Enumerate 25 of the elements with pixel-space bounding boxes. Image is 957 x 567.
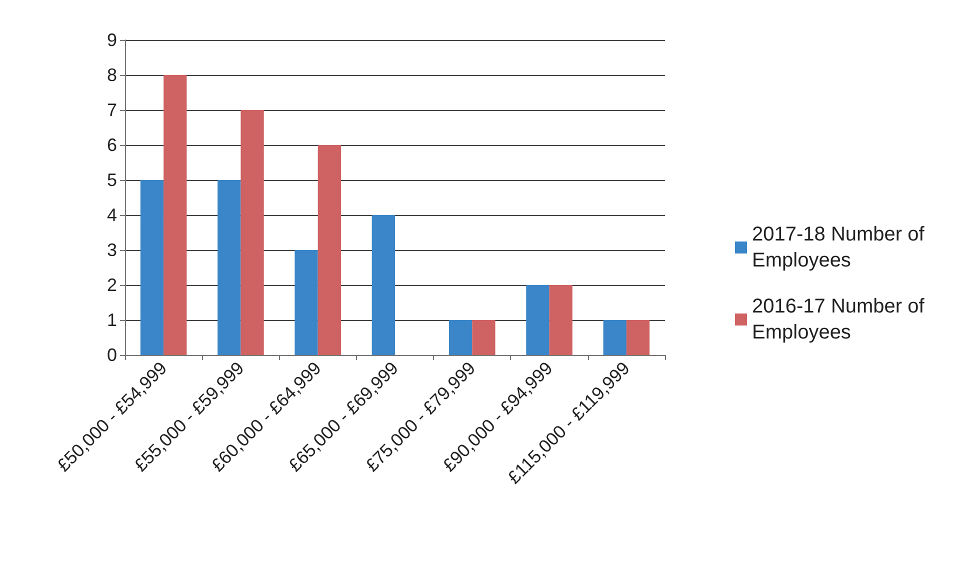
y-tick-label: 7 — [106, 100, 117, 120]
bar — [549, 285, 572, 355]
y-tick-label: 4 — [106, 205, 117, 225]
y-tick-label: 1 — [106, 310, 117, 330]
bar — [626, 320, 650, 355]
bar — [164, 75, 187, 355]
bar — [218, 180, 241, 355]
bar — [472, 320, 496, 355]
y-tick-label: 0 — [106, 345, 117, 365]
y-tick-label: 3 — [106, 240, 117, 260]
bar — [140, 180, 164, 355]
bar — [372, 215, 395, 355]
bar — [240, 110, 264, 355]
bar — [318, 145, 341, 355]
y-tick-label: 8 — [106, 65, 117, 85]
bar — [526, 285, 550, 355]
bar — [603, 320, 626, 355]
y-tick-label: 6 — [106, 135, 117, 155]
y-tick-label: 9 — [106, 30, 117, 50]
y-tick-label: 2 — [106, 275, 117, 295]
legend-label: 2016-17 Number of Employees — [752, 296, 930, 344]
y-tick-label: 5 — [106, 170, 117, 190]
bar — [294, 250, 318, 355]
legend-label: 2017-18 Number of Employees — [752, 224, 930, 272]
bar — [449, 320, 472, 355]
